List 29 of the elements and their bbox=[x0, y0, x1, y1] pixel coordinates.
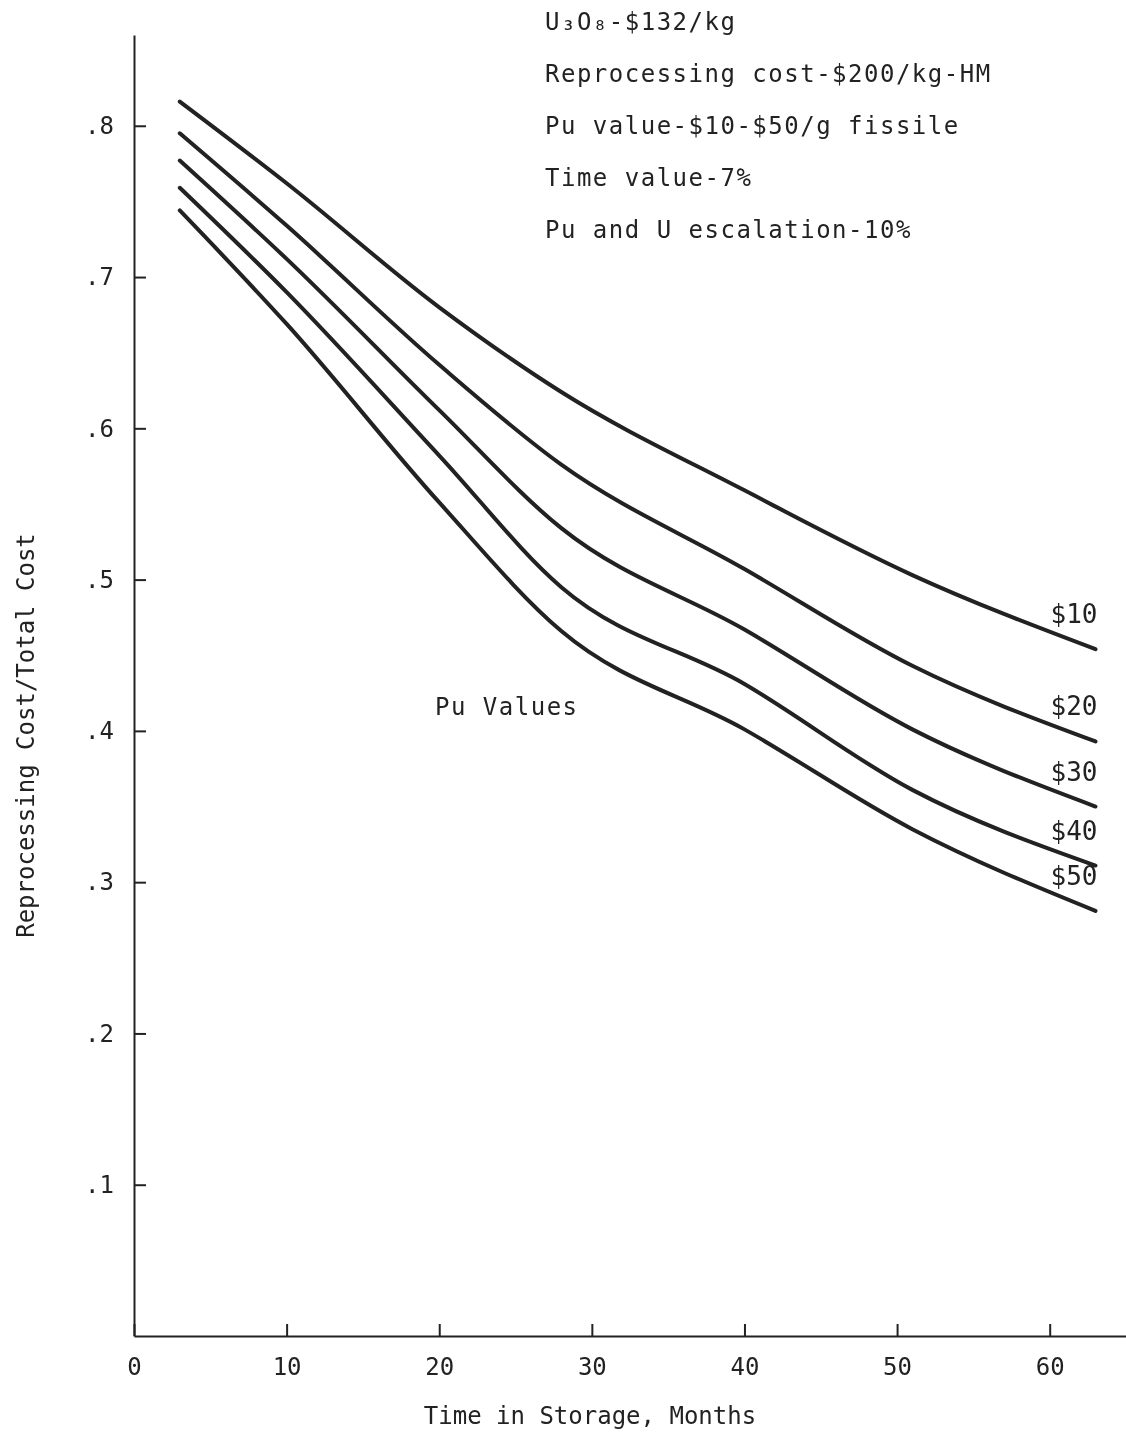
y-tick-label: .7 bbox=[85, 263, 114, 292]
annotation: U₃O₈-$132/kg bbox=[545, 8, 737, 36]
x-tick-label: 0 bbox=[127, 1353, 142, 1382]
y-tick-label: .3 bbox=[85, 868, 114, 897]
annotation: Pu value-$10-$50/g fissile bbox=[545, 112, 960, 140]
series-label: $50 bbox=[1050, 860, 1098, 891]
x-axis-title: Time in Storage, Months bbox=[423, 1402, 757, 1430]
y-tick-label: .4 bbox=[85, 717, 114, 746]
series-label: $30 bbox=[1050, 756, 1098, 787]
series-label: $20 bbox=[1050, 691, 1098, 722]
x-tick-label: 60 bbox=[1035, 1353, 1065, 1382]
x-tick-label: 10 bbox=[272, 1353, 302, 1382]
annotation: Pu and U escalation-10% bbox=[545, 216, 912, 244]
x-tick-label: 20 bbox=[425, 1353, 455, 1382]
annotation: Pu Values bbox=[435, 693, 579, 721]
y-tick-label: .8 bbox=[85, 111, 114, 140]
annotation: Time value-7% bbox=[545, 164, 753, 192]
y-axis-title: Reprocessing Cost/Total Cost bbox=[12, 533, 40, 938]
y-tick-label: .5 bbox=[85, 565, 114, 594]
y-tick-label: .6 bbox=[85, 414, 114, 443]
line-series bbox=[177, 99, 1098, 652]
y-tick-label: .2 bbox=[85, 1019, 114, 1048]
series-label: $10 bbox=[1050, 599, 1098, 630]
x-tick-label: 50 bbox=[883, 1353, 913, 1382]
x-tick-label: 30 bbox=[577, 1353, 607, 1382]
series-label: $40 bbox=[1050, 815, 1098, 846]
y-tick-label: .1 bbox=[85, 1170, 114, 1199]
x-tick-label: 40 bbox=[730, 1353, 760, 1382]
annotation: Reprocessing cost-$200/kg-HM bbox=[545, 60, 992, 88]
